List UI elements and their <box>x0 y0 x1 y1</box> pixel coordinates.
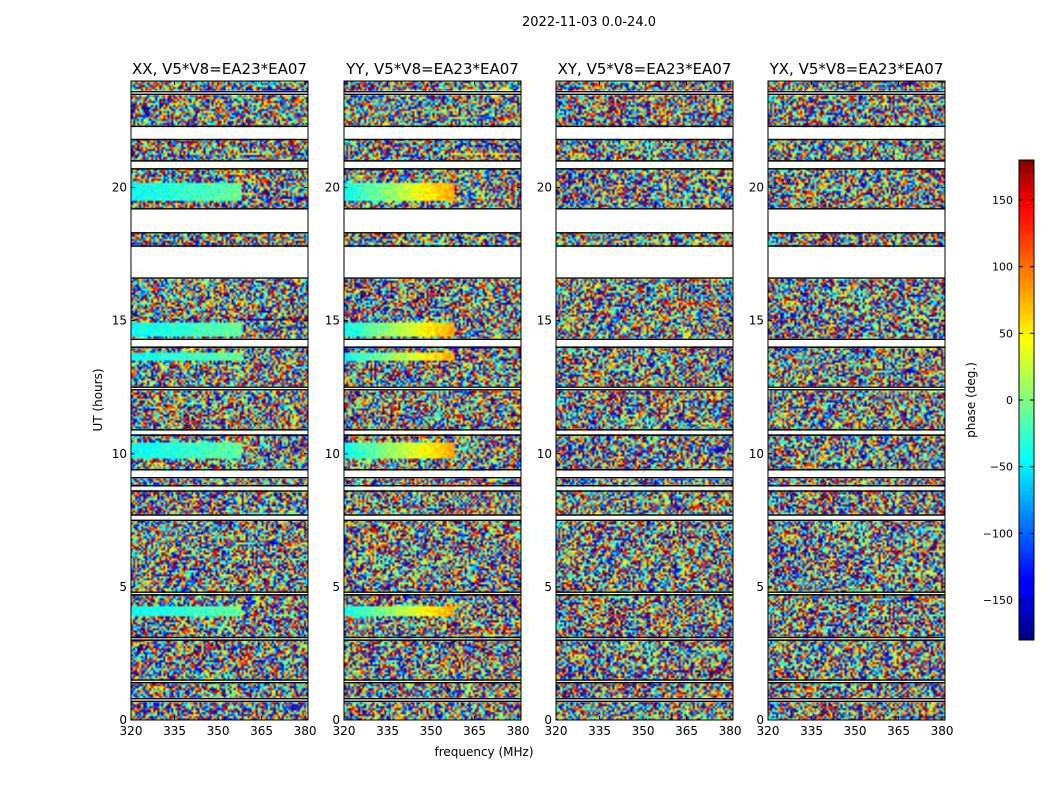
y-tick-label: 20 <box>749 181 764 195</box>
y-axis-label: UT (hours) <box>91 368 105 431</box>
colorbar-tick-label: 0 <box>1006 394 1013 407</box>
panel-heatmap-image <box>556 81 733 720</box>
y-tick-label: 20 <box>325 181 340 195</box>
panel-title: XY, V5*V8=EA23*EA07 <box>558 60 732 78</box>
panel-title: YX, V5*V8=EA23*EA07 <box>769 60 944 78</box>
y-tick-label: 10 <box>112 447 127 461</box>
panel-yx: YX, V5*V8=EA23*EA07 320 335 350 365 380 0 5 10 15… <box>749 60 954 738</box>
x-tick-label: 380 <box>294 724 317 738</box>
panel-title: YY, V5*V8=EA23*EA07 <box>345 60 519 78</box>
x-tick-label: 320 <box>757 724 780 738</box>
panel-xx: XX, V5*V8=EA23*EA07 320 335 350 365 380 0 5 10 15… <box>112 60 317 738</box>
panel-frame <box>555 80 734 721</box>
y-tick-label: 5 <box>756 580 764 594</box>
y-tick-label: 20 <box>112 181 127 195</box>
colorbar-tick-label: −150 <box>983 594 1013 607</box>
x-tick-label: 380 <box>719 724 742 738</box>
x-tick-label: 335 <box>163 724 186 738</box>
x-axis-label: frequency (MHz) <box>434 745 533 759</box>
y-tick-label: 15 <box>112 314 127 328</box>
y-tick-label: 15 <box>537 314 552 328</box>
x-tick-label: 350 <box>844 724 867 738</box>
y-tick-label: 10 <box>325 447 340 461</box>
x-tick-label: 320 <box>333 724 356 738</box>
x-tick-label: 320 <box>545 724 568 738</box>
panel-xy: XY, V5*V8=EA23*EA07 320 335 350 365 380 0 5 10 15… <box>537 60 742 738</box>
figure-suptitle: 2022-11-03 0.0-24.0 <box>522 15 656 30</box>
y-tick-label: 0 <box>756 713 764 727</box>
colorbar-tick-label: −50 <box>990 461 1013 474</box>
colorbar-tick-label: 150 <box>992 194 1013 207</box>
panel-frame <box>767 80 946 721</box>
x-tick-label: 335 <box>588 724 611 738</box>
panel-heatmap-image <box>131 81 308 720</box>
panel-frame <box>343 80 522 721</box>
colorbar-label: phase (deg.) <box>964 362 978 438</box>
x-tick-label: 380 <box>931 724 954 738</box>
x-tick-label: 350 <box>207 724 230 738</box>
x-tick-label: 365 <box>887 724 910 738</box>
x-tick-label: 350 <box>632 724 655 738</box>
panel-heatmap-image <box>768 81 945 720</box>
panel-heatmap-image <box>344 81 521 720</box>
y-tick-label: 15 <box>325 314 340 328</box>
colorbar-tick-label: 100 <box>992 261 1013 274</box>
panel-title: XX, V5*V8=EA23*EA07 <box>132 60 307 78</box>
y-tick-label: 0 <box>332 713 340 727</box>
x-tick-label: 335 <box>376 724 399 738</box>
y-tick-label: 5 <box>119 580 127 594</box>
x-tick-label: 380 <box>507 724 530 738</box>
panel-yy: YY, V5*V8=EA23*EA07 320 335 350 365 380 0 5 10 15… <box>325 60 530 738</box>
panel-frame <box>130 80 309 721</box>
x-tick-label: 335 <box>800 724 823 738</box>
panels-group: XX, V5*V8=EA23*EA07 320 335 350 365 380 0 5 10 15… <box>112 60 954 738</box>
y-tick-label: 5 <box>332 580 340 594</box>
y-tick-label: 10 <box>749 447 764 461</box>
y-tick-label: 0 <box>544 713 552 727</box>
y-tick-label: 15 <box>749 314 764 328</box>
x-tick-label: 365 <box>675 724 698 738</box>
y-tick-label: 0 <box>119 713 127 727</box>
x-tick-label: 320 <box>120 724 143 738</box>
x-tick-label: 365 <box>250 724 273 738</box>
y-tick-label: 20 <box>537 181 552 195</box>
x-tick-label: 350 <box>420 724 443 738</box>
colorbar-tick-label: −100 <box>983 527 1013 540</box>
colorbar: 150 100 50 0 −50 −100 −150 phase (deg.) <box>964 159 1035 641</box>
x-tick-label: 365 <box>463 724 486 738</box>
colorbar-tick-label: 50 <box>999 327 1013 340</box>
y-tick-label: 5 <box>544 580 552 594</box>
y-tick-label: 10 <box>537 447 552 461</box>
colorbar-ticks: 150 100 50 0 −50 −100 −150 <box>983 194 1034 607</box>
